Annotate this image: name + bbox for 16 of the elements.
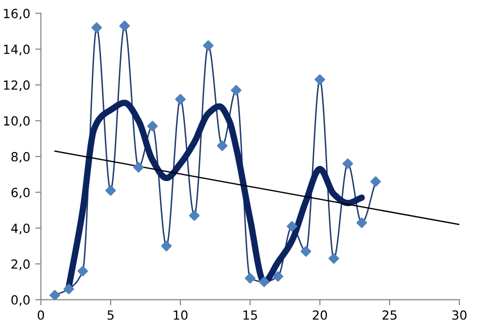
x-tick-label: 30	[452, 310, 466, 320]
y-tick-label: 14,0	[4, 44, 30, 56]
x-tick-label: 20	[312, 310, 327, 320]
y-tick-label: 4,0	[11, 224, 30, 234]
x-tick-label: 0	[38, 310, 44, 320]
x-tick-label: 10	[174, 310, 188, 320]
y-tick-label: 10,0	[4, 116, 30, 127]
y-tick-label: 0,0	[11, 295, 30, 306]
x-tick-label: 5	[108, 310, 114, 320]
y-tick-label: 16,0	[4, 8, 30, 20]
x-tick-label: 15	[244, 310, 257, 320]
x-tick-label: 25	[382, 310, 396, 320]
y-tick-label: 6,0	[11, 188, 30, 199]
y-tick-label: 8,0	[11, 152, 30, 163]
y-tick-label: 2,0	[12, 259, 30, 270]
y-tick-label: 12,0	[4, 80, 30, 92]
